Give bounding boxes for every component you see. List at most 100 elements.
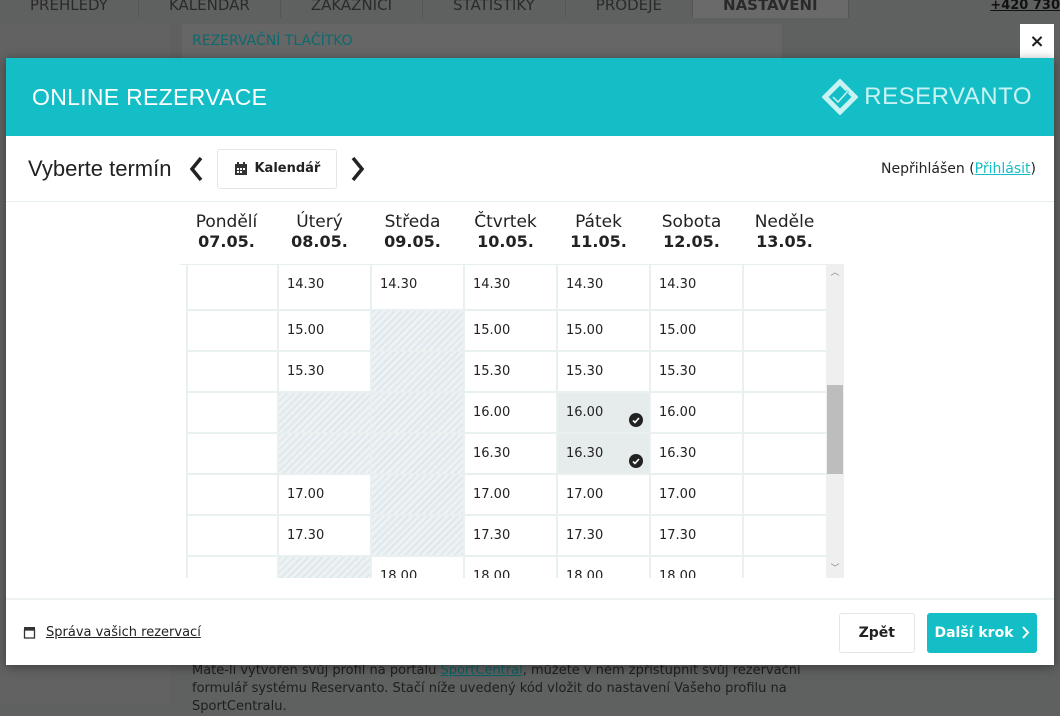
background-nav-item: NASTAVENÍ: [693, 0, 849, 18]
unavailable-slot: [279, 434, 372, 475]
next-week-button[interactable]: [345, 149, 371, 189]
slot-time: 15.00: [287, 323, 325, 338]
time-slot[interactable]: 17.00: [465, 475, 558, 516]
slot-time: 14.30: [659, 277, 697, 292]
time-slot[interactable]: 17.30: [465, 516, 558, 557]
time-slot[interactable]: 18.00: [465, 557, 558, 578]
login-status: Nepřihlášen (Přihlásit): [881, 161, 1036, 177]
time-slot[interactable]: 14.30: [651, 265, 744, 311]
day-name: Sobota: [661, 212, 722, 232]
day-date: 08.05.: [291, 232, 348, 251]
back-button[interactable]: Zpět: [838, 612, 915, 653]
unavailable-slot: [279, 557, 372, 578]
time-slot[interactable]: 14.30: [558, 265, 651, 311]
empty-slot: [744, 352, 826, 393]
unavailable-slot: [372, 311, 465, 352]
scroll-down-icon[interactable]: ﹀: [830, 564, 840, 574]
time-slot[interactable]: 17.30: [558, 516, 651, 557]
scrollbar[interactable]: ︿ ﹀: [826, 264, 844, 578]
time-slot[interactable]: 15.00: [279, 311, 372, 352]
day-column: [186, 265, 279, 578]
time-slot[interactable]: 17.00: [651, 475, 744, 516]
day-headers: Pondělí 07.05. Úterý 08.05. Středa 09.05. Čtvr…: [180, 212, 831, 252]
booking-modal: ONLINE REZERVACE RESERVANTO Vyberte term…: [6, 58, 1054, 665]
time-slot[interactable]: 18.00: [372, 557, 465, 578]
chevron-left-icon: [190, 156, 203, 181]
time-slot[interactable]: 18.00: [651, 557, 744, 578]
close-button[interactable]: ×: [1020, 24, 1054, 58]
sportcentral-link: SportCentral: [440, 663, 523, 678]
time-slot[interactable]: 15.00: [651, 311, 744, 352]
selected-slot[interactable]: 16.30: [558, 434, 651, 475]
day-name: Úterý: [296, 212, 343, 232]
time-slot[interactable]: 17.30: [651, 516, 744, 557]
day-date: 07.05.: [198, 232, 255, 251]
next-step-button[interactable]: Další krok: [927, 612, 1037, 653]
logo-icon: [822, 79, 859, 115]
slot-time: 18.00: [380, 569, 418, 578]
empty-slot: [188, 557, 279, 578]
time-slot[interactable]: 15.00: [558, 311, 651, 352]
empty-slot: [744, 265, 826, 311]
chevron-right-icon: [351, 156, 365, 181]
prev-week-button[interactable]: [183, 149, 209, 189]
day-date: 12.05.: [663, 232, 720, 251]
time-slot[interactable]: 15.30: [558, 352, 651, 393]
check-icon: [629, 413, 643, 427]
calendar-button[interactable]: Kalendář: [217, 148, 338, 189]
time-slot[interactable]: 17.00: [558, 475, 651, 516]
slot-time: 14.30: [566, 277, 604, 292]
empty-slot: [188, 475, 279, 516]
background-nav-item: ZÁKAZNÍCI: [281, 0, 424, 18]
background-text: Máte-li vytvořen svůj profil na portálu …: [192, 662, 832, 716]
slot-time: 16.30: [473, 446, 511, 461]
toolbar: Vyberte termín Kalendář Nepřihlášen (Při…: [6, 136, 1054, 202]
empty-slot: [744, 557, 826, 578]
background-nav-item: KALENDÁŘ: [139, 0, 281, 18]
modal-title: ONLINE REZERVACE: [32, 83, 268, 110]
scrollbar-thumb[interactable]: [827, 385, 843, 474]
day-name: Neděle: [754, 212, 815, 232]
time-slot[interactable]: 14.30: [465, 265, 558, 311]
slot-time: 17.30: [287, 528, 325, 543]
time-slot[interactable]: 18.00: [558, 557, 651, 578]
check-icon: [629, 454, 643, 468]
scroll-up-icon[interactable]: ︿: [830, 268, 840, 278]
slot-time: 18.00: [473, 569, 511, 578]
login-link[interactable]: Přihlásit: [974, 160, 1031, 177]
manage-reservations-label: Správa vašich rezervací: [46, 625, 201, 640]
empty-slot: [188, 265, 279, 311]
background-nav-item: PŘEHLEDY: [0, 0, 139, 18]
unavailable-slot: [372, 352, 465, 393]
time-slot[interactable]: 16.30: [465, 434, 558, 475]
slot-time: 17.30: [566, 528, 604, 543]
time-slot[interactable]: 15.30: [651, 352, 744, 393]
manage-reservations-link[interactable]: Správa vašich rezervací: [23, 625, 201, 640]
time-slot[interactable]: 15.30: [465, 352, 558, 393]
slot-time: 15.30: [566, 364, 604, 379]
slot-time: 14.30: [287, 277, 325, 292]
selected-slot[interactable]: 16.00: [558, 393, 651, 434]
day-date: 10.05.: [477, 232, 534, 251]
time-slot[interactable]: 17.30: [279, 516, 372, 557]
time-slot[interactable]: 14.30: [279, 265, 372, 311]
empty-slot: [188, 434, 279, 475]
time-slot[interactable]: 14.30: [372, 265, 465, 311]
calendar-label: Kalendář: [254, 161, 321, 176]
time-slot[interactable]: 15.30: [279, 352, 372, 393]
box-icon: [23, 627, 36, 639]
time-slot[interactable]: 16.30: [651, 434, 744, 475]
time-slot[interactable]: 16.00: [651, 393, 744, 434]
slot-time: 17.00: [566, 487, 604, 502]
slot-time: 18.00: [566, 569, 604, 578]
modal-header: ONLINE REZERVACE RESERVANTO: [6, 58, 1054, 136]
slot-time: 16.00: [659, 405, 697, 420]
day-header: Úterý 08.05.: [273, 212, 366, 252]
empty-slot: [188, 311, 279, 352]
slot-time: 14.30: [380, 277, 418, 292]
day-header: Středa 09.05.: [366, 212, 459, 252]
day-date: 11.05.: [570, 232, 627, 251]
time-slot[interactable]: 15.00: [465, 311, 558, 352]
time-slot[interactable]: 17.00: [279, 475, 372, 516]
time-slot[interactable]: 16.00: [465, 393, 558, 434]
